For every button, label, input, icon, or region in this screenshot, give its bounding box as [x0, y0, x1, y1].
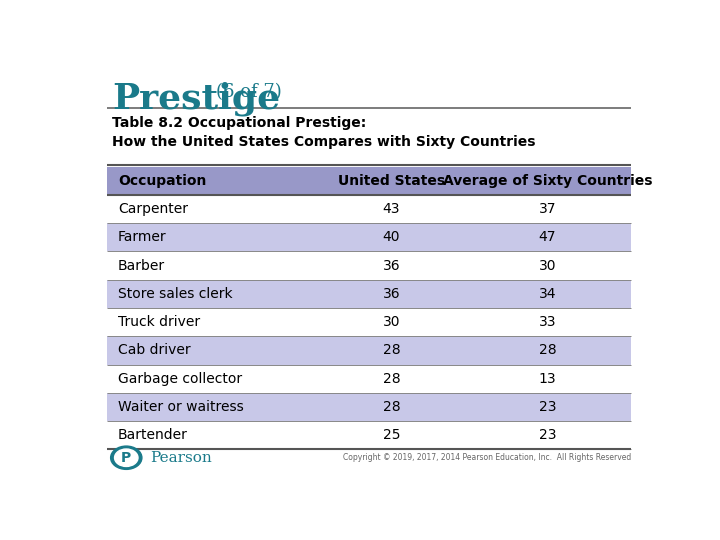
Text: 23: 23: [539, 400, 557, 414]
FancyBboxPatch shape: [107, 421, 631, 449]
FancyBboxPatch shape: [107, 195, 631, 223]
Text: Barber: Barber: [118, 259, 165, 273]
Text: 34: 34: [539, 287, 557, 301]
Text: P: P: [121, 451, 131, 465]
FancyBboxPatch shape: [107, 308, 631, 336]
Text: Store sales clerk: Store sales clerk: [118, 287, 233, 301]
FancyBboxPatch shape: [107, 336, 631, 365]
Text: 28: 28: [382, 343, 400, 357]
Text: 40: 40: [382, 231, 400, 245]
Text: Waiter or waitress: Waiter or waitress: [118, 400, 243, 414]
Text: 37: 37: [539, 202, 557, 216]
Text: 33: 33: [539, 315, 557, 329]
FancyBboxPatch shape: [107, 364, 631, 393]
Text: Copyright © 2019, 2017, 2014 Pearson Education, Inc.  All Rights Reserved: Copyright © 2019, 2017, 2014 Pearson Edu…: [343, 453, 631, 462]
FancyBboxPatch shape: [107, 223, 631, 252]
Text: 25: 25: [382, 428, 400, 442]
Text: 28: 28: [382, 400, 400, 414]
Text: Cab driver: Cab driver: [118, 343, 191, 357]
Text: United States: United States: [338, 174, 445, 188]
FancyBboxPatch shape: [107, 393, 631, 421]
Text: 28: 28: [539, 343, 557, 357]
Text: 28: 28: [382, 372, 400, 386]
Text: Truck driver: Truck driver: [118, 315, 200, 329]
Text: Average of Sixty Countries: Average of Sixty Countries: [443, 174, 652, 188]
FancyBboxPatch shape: [107, 252, 631, 280]
Text: Farmer: Farmer: [118, 231, 166, 245]
Text: How the United States Compares with Sixty Countries: How the United States Compares with Sixt…: [112, 135, 536, 149]
Text: 36: 36: [382, 259, 400, 273]
Text: Occupation: Occupation: [118, 174, 206, 188]
Circle shape: [114, 449, 138, 467]
Text: Bartender: Bartender: [118, 428, 188, 442]
Text: 30: 30: [382, 315, 400, 329]
Text: Prestige: Prestige: [112, 82, 281, 116]
Text: 36: 36: [382, 287, 400, 301]
Text: Garbage collector: Garbage collector: [118, 372, 242, 386]
FancyBboxPatch shape: [107, 167, 631, 195]
Circle shape: [111, 446, 142, 469]
Text: 23: 23: [539, 428, 557, 442]
FancyBboxPatch shape: [107, 280, 631, 308]
Text: 43: 43: [382, 202, 400, 216]
Text: 30: 30: [539, 259, 557, 273]
Text: (6 of 7): (6 of 7): [215, 84, 282, 102]
Text: Pearson: Pearson: [150, 451, 212, 465]
Text: 13: 13: [539, 372, 557, 386]
Text: Table 8.2 Occupational Prestige:: Table 8.2 Occupational Prestige:: [112, 116, 366, 130]
Text: 47: 47: [539, 231, 557, 245]
Text: Carpenter: Carpenter: [118, 202, 188, 216]
